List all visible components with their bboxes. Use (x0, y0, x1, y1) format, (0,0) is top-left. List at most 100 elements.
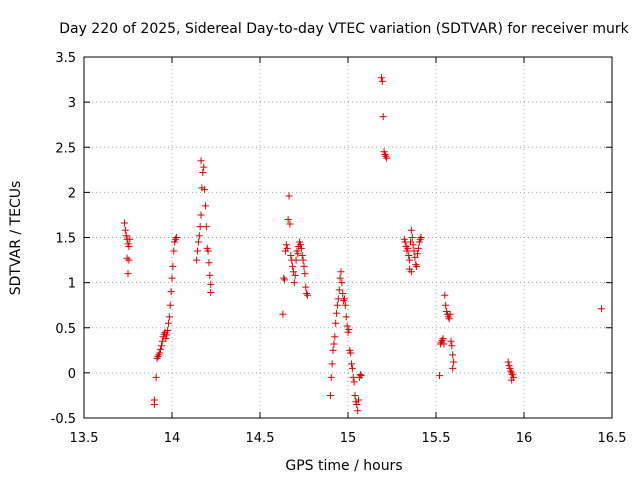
data-point (402, 243, 410, 251)
data-point (154, 353, 162, 361)
data-point (417, 234, 425, 241)
x-tick-label: 16.5 (598, 431, 627, 446)
data-point (168, 274, 176, 282)
data-point (405, 252, 413, 260)
data-point (193, 256, 201, 264)
data-point (201, 202, 209, 210)
data-point (349, 373, 357, 381)
data-point (381, 150, 389, 158)
data-point (445, 315, 453, 323)
data-point (404, 244, 412, 252)
data-point (153, 354, 161, 362)
y-tick-label: 0 (68, 367, 76, 382)
data-point (353, 400, 361, 408)
data-point (303, 289, 311, 297)
data-point (348, 360, 356, 368)
data-point (207, 280, 215, 288)
data-point (169, 262, 177, 270)
data-point (416, 235, 424, 243)
data-point (289, 268, 297, 276)
data-point (347, 349, 355, 357)
data-point (125, 243, 133, 251)
grid-lines (84, 57, 612, 418)
data-point (508, 376, 516, 384)
data-point (150, 400, 158, 408)
data-point (339, 289, 347, 297)
data-point (439, 335, 447, 343)
x-tick-label: 13.5 (70, 431, 99, 446)
data-point (343, 322, 351, 330)
data-point (351, 391, 359, 399)
data-point (337, 268, 345, 276)
data-point (442, 301, 450, 309)
data-point (336, 274, 344, 282)
data-point (504, 358, 512, 366)
data-point (126, 235, 134, 243)
data-point (207, 289, 215, 297)
data-point (328, 360, 336, 368)
data-point (356, 371, 364, 379)
data-point (197, 157, 205, 165)
data-point (167, 288, 175, 296)
data-point (357, 372, 365, 380)
data-point (156, 349, 164, 357)
data-point (204, 247, 212, 255)
data-point (354, 407, 362, 415)
data-point (508, 369, 516, 377)
data-point (507, 367, 515, 375)
data-point (340, 295, 348, 303)
data-point (304, 291, 312, 299)
data-point (449, 351, 457, 359)
data-point (408, 234, 416, 241)
data-point (165, 313, 173, 321)
data-point (291, 271, 299, 279)
data-point (447, 337, 455, 345)
data-point (122, 232, 130, 240)
data-point (300, 262, 308, 270)
data-point (283, 244, 291, 252)
data-point (326, 391, 334, 399)
data-point (281, 276, 289, 284)
data-point (279, 310, 287, 318)
data-point (329, 346, 337, 354)
data-point (436, 372, 444, 380)
y-tick-labels: -0.5 0 0.5 1 1.5 2 2.5 3 3.5 (51, 51, 76, 427)
data-point (164, 319, 172, 327)
data-point (382, 152, 390, 160)
data-point (333, 301, 341, 309)
data-point (164, 326, 172, 334)
data-point (201, 186, 209, 194)
data-point (413, 262, 421, 270)
data-point (441, 291, 449, 299)
data-point (299, 256, 307, 264)
data-point (334, 295, 342, 303)
data-point (158, 337, 166, 345)
data-point (280, 274, 288, 282)
data-point (355, 396, 363, 404)
x-tick-label: 14 (164, 431, 181, 446)
data-point (406, 256, 414, 264)
data-point (157, 345, 165, 353)
data-point (121, 226, 129, 234)
data-points (120, 74, 605, 415)
data-point (195, 232, 203, 240)
x-tick-labels: 13.5 14 14.5 15 15.5 16 16.5 (70, 431, 627, 446)
data-point (124, 270, 132, 278)
data-point (285, 192, 293, 200)
data-point (163, 331, 171, 339)
data-point (409, 241, 417, 249)
y-tick-label: 1.5 (55, 232, 76, 247)
x-tick-label: 16 (516, 431, 533, 446)
data-point (284, 215, 292, 223)
data-point (199, 169, 207, 177)
data-point (294, 250, 302, 258)
data-point (301, 270, 309, 278)
data-point (350, 378, 358, 386)
data-point (172, 235, 180, 243)
data-point (377, 74, 385, 82)
data-point (438, 336, 446, 344)
data-point (292, 256, 300, 264)
data-point (125, 256, 133, 264)
data-point (200, 163, 208, 171)
